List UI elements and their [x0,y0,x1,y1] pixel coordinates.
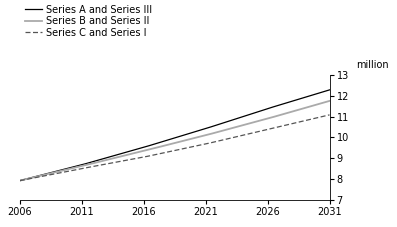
Series B and Series II [327,100,332,102]
Series B and Series II [166,143,171,146]
Series C and Series I [320,115,324,118]
Text: million: million [357,60,389,70]
Series A and Series III [185,133,190,136]
Series B and Series II [271,116,276,118]
Series A and Series III [17,179,22,182]
Series C and Series I [271,127,276,129]
Series B and Series II [320,102,324,104]
Series C and Series I [202,143,206,146]
Line: Series A and Series III: Series A and Series III [20,90,330,181]
Series C and Series I [164,151,169,153]
Series A and Series III [320,91,324,94]
Series C and Series I [166,151,171,153]
Series C and Series I [327,114,332,116]
Legend: Series A and Series III, Series B and Series II, Series C and Series I: Series A and Series III, Series B and Se… [25,5,152,38]
Series B and Series II [164,144,169,146]
Series B and Series II [185,138,190,141]
Series A and Series III [164,139,169,142]
Series C and Series I [185,146,190,149]
Series A and Series III [327,89,332,91]
Series B and Series II [202,134,206,137]
Series B and Series II [17,179,22,182]
Series C and Series I [17,179,22,182]
Line: Series C and Series I: Series C and Series I [20,115,330,181]
Series A and Series III [166,138,171,141]
Series A and Series III [202,128,206,130]
Series A and Series III [271,105,276,108]
Line: Series B and Series II: Series B and Series II [20,101,330,181]
